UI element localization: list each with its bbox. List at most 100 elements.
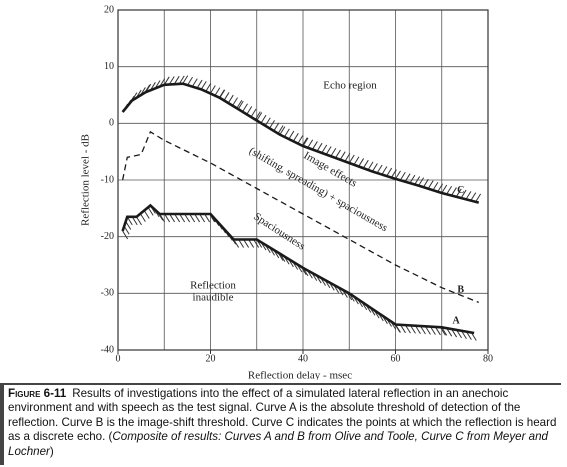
hatch xyxy=(179,213,186,223)
y-tick-label: -10 xyxy=(101,174,114,185)
hatch xyxy=(465,191,472,200)
hatch xyxy=(307,139,314,148)
hatch xyxy=(182,75,189,84)
hatch xyxy=(209,85,216,94)
curve-label: A xyxy=(453,315,461,326)
hatch xyxy=(256,112,263,121)
hatch xyxy=(164,213,171,223)
curve xyxy=(121,203,475,335)
hatch xyxy=(418,177,425,186)
hatch xyxy=(143,210,150,219)
caption-close: ) xyxy=(49,444,54,458)
chart: Reflection delay - msec Reflection level… xyxy=(80,4,493,380)
hatch xyxy=(283,128,290,138)
curve-label: B xyxy=(457,285,464,296)
hatch xyxy=(159,213,166,223)
hatch xyxy=(260,114,267,124)
hatch xyxy=(199,213,206,223)
y-tick-label: 10 xyxy=(104,61,114,72)
hatch xyxy=(399,172,406,181)
hatch xyxy=(174,213,181,223)
hatch xyxy=(194,213,201,223)
hatch xyxy=(301,137,308,146)
hatch xyxy=(437,183,444,193)
hatch xyxy=(273,122,280,132)
hatch xyxy=(335,149,341,159)
hatch xyxy=(227,94,234,104)
hatch xyxy=(238,239,245,248)
hatch xyxy=(316,142,323,152)
hatch xyxy=(269,120,275,129)
y-tick-label: -30 xyxy=(101,288,114,299)
hatch xyxy=(169,213,176,223)
hatch xyxy=(446,186,453,195)
hatch xyxy=(367,161,374,171)
hatch xyxy=(470,192,477,201)
hatch xyxy=(136,216,142,226)
hatch xyxy=(409,174,416,184)
hatch xyxy=(404,173,411,182)
hatch xyxy=(196,79,203,89)
hatch xyxy=(248,239,255,248)
hatch xyxy=(451,187,457,196)
y-tick-label: 0 xyxy=(109,118,114,129)
caption-source: Composite of results: Curves A and B fro… xyxy=(8,430,548,458)
hatch xyxy=(321,144,328,154)
hatch xyxy=(381,166,388,175)
hatch xyxy=(189,213,196,223)
caption-label: Figure 6-11 xyxy=(8,387,67,400)
x-axis-label: Reflection delay - msec xyxy=(248,370,352,380)
hatch xyxy=(131,216,138,226)
hatch xyxy=(214,87,221,96)
y-tick-label: -40 xyxy=(101,344,114,355)
curve xyxy=(121,130,479,304)
caption: Figure 6-11 Results of investigations int… xyxy=(0,383,561,465)
hatch xyxy=(139,213,146,222)
hatch xyxy=(325,146,332,155)
hatch xyxy=(344,153,351,162)
annotation: Reflection xyxy=(190,280,236,292)
hatch xyxy=(242,103,248,113)
hatch xyxy=(376,164,383,174)
hatch xyxy=(243,239,250,248)
hatch xyxy=(353,156,360,165)
hatch xyxy=(236,100,243,109)
hatch xyxy=(204,213,211,223)
hatch xyxy=(122,230,129,240)
hatch xyxy=(475,193,482,203)
hatch xyxy=(191,78,198,87)
hatch xyxy=(362,159,369,169)
hatch xyxy=(205,83,212,92)
x-tick-label: 60 xyxy=(391,353,401,364)
x-tick-label: 20 xyxy=(206,353,216,364)
hatch xyxy=(232,97,238,106)
hatch xyxy=(311,141,318,150)
hatch xyxy=(371,163,378,172)
hatch xyxy=(302,137,309,147)
hatch xyxy=(455,188,462,198)
x-tick-label: 0 xyxy=(116,353,121,364)
curve-label: C xyxy=(457,185,464,196)
annotation: Spaciousness xyxy=(251,211,307,253)
hatch xyxy=(233,239,240,248)
hatch xyxy=(460,189,467,199)
hatch xyxy=(441,184,448,194)
hatch xyxy=(250,108,257,118)
hatch xyxy=(253,239,260,248)
y-tick-label: 20 xyxy=(104,4,114,15)
hatch xyxy=(246,106,253,115)
hatch xyxy=(237,100,244,110)
hatch xyxy=(147,207,154,216)
hatch xyxy=(432,181,439,191)
hatch xyxy=(339,151,346,160)
hatch xyxy=(277,125,284,134)
x-tick-label: 80 xyxy=(483,353,493,364)
annotation: Echo region xyxy=(323,80,377,92)
hatch xyxy=(358,158,365,167)
hatch xyxy=(386,167,393,177)
hatch xyxy=(422,178,429,188)
caption-text: Results of investigations into the effec… xyxy=(8,387,557,444)
curve xyxy=(121,82,480,204)
y-axis-label: Reflection level - dB xyxy=(80,134,92,226)
